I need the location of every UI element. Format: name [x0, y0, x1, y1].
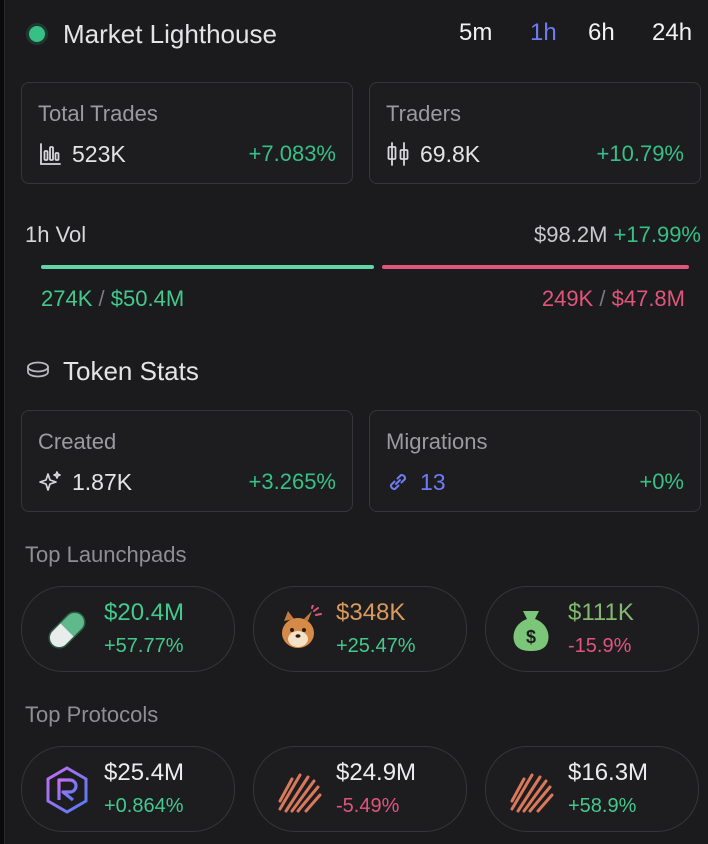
total-trades-label: Total Trades	[38, 101, 158, 126]
created-label: Created	[38, 429, 117, 454]
traders-change: +10.79%	[596, 141, 684, 166]
created-value: 1.87K	[72, 469, 133, 495]
sell-value: $47.8M	[611, 286, 685, 311]
timeframe-1h[interactable]: 1h	[530, 19, 557, 46]
launchpad-2-change: +25.47%	[336, 635, 416, 657]
sell-volume-stats: 249K / $47.8M	[542, 286, 685, 312]
launchpad-3-change: -15.9%	[568, 635, 632, 657]
timeframe-24h[interactable]: 24h	[652, 19, 693, 46]
total-trades-value: 523K	[72, 141, 126, 167]
panel-header: Market Lighthouse 5m 1h 6h 24h	[25, 16, 705, 52]
protocol-1-amount: $25.4M	[104, 759, 185, 786]
buy-separator: /	[98, 286, 105, 311]
link-icon	[389, 473, 407, 491]
candlestick-icon	[387, 142, 409, 166]
protocol-pill-2[interactable]: $24.9M -5.49%	[253, 746, 467, 832]
coin-stack-icon	[27, 361, 49, 378]
top-protocols-heading: Top Protocols	[25, 702, 159, 727]
launchpad-1-change: +57.77%	[104, 635, 184, 657]
total-trades-change: +7.083%	[248, 141, 336, 166]
created-card: Created 1.87K +3.265%	[21, 410, 353, 512]
buy-volume-bar	[41, 265, 374, 269]
sparkle-icon	[39, 471, 61, 491]
volume-label: 1h Vol	[25, 222, 87, 247]
created-change: +3.265%	[248, 469, 336, 494]
market-lighthouse-panel: Market Lighthouse 5m 1h 6h 24h Total Tra…	[4, 0, 708, 844]
panel-title: Market Lighthouse	[63, 19, 277, 49]
sell-separator: /	[599, 286, 606, 311]
buy-count: 274K	[41, 286, 93, 311]
launchpad-pill-2[interactable]: $348K +25.47%	[253, 586, 467, 672]
protocol-1-change: +0.864%	[104, 795, 184, 817]
protocol-3-change: +58.9%	[568, 795, 637, 817]
migrations-label: Migrations	[386, 429, 488, 454]
traders-label: Traders	[386, 101, 461, 126]
traders-card: Traders 69.8K +10.79%	[369, 82, 701, 184]
pill-icon	[48, 611, 86, 649]
timeframe-6h[interactable]: 6h	[588, 19, 615, 46]
volume-total-change: +17.99%	[613, 222, 701, 247]
meteora-stripes-icon	[278, 773, 322, 813]
protocol-3-amount: $16.3M	[568, 759, 649, 786]
raydium-hex-icon	[46, 766, 88, 814]
shiba-dog-icon	[282, 605, 322, 648]
live-status-dot	[29, 26, 45, 42]
sell-count: 249K	[541, 286, 594, 311]
launchpad-3-amount: $111K	[568, 599, 634, 626]
migrations-value: 13	[420, 469, 446, 495]
protocol-2-amount: $24.9M	[336, 759, 417, 786]
protocol-2-change: -5.49%	[336, 795, 400, 817]
protocol-pill-3[interactable]: $16.3M +58.9%	[485, 746, 699, 832]
traders-value: 69.8K	[420, 141, 481, 167]
protocol-pill-1[interactable]: $25.4M +0.864%	[21, 746, 235, 832]
token-stats-title: Token Stats	[63, 356, 199, 386]
svg-text:$: $	[526, 627, 536, 647]
buy-value: $50.4M	[110, 286, 185, 311]
chart-bars-icon	[40, 143, 61, 165]
buy-volume-stats: 274K / $50.4M	[41, 286, 184, 312]
meteora-stripes-icon	[510, 773, 554, 813]
launchpad-pill-1[interactable]: $20.4M +57.77%	[21, 586, 235, 672]
money-bag-icon: $	[513, 611, 549, 651]
launchpad-1-amount: $20.4M	[104, 599, 185, 626]
sell-volume-bar	[382, 265, 689, 269]
timeframe-5m[interactable]: 5m	[459, 19, 493, 46]
volume-total-value: $98.2M	[534, 222, 608, 247]
migrations-change: +0%	[639, 469, 684, 494]
total-trades-card: Total Trades 523K +7.083%	[21, 82, 353, 184]
launchpad-pill-3[interactable]: $ $111K -15.9%	[485, 586, 699, 672]
top-launchpads-heading: Top Launchpads	[25, 542, 187, 567]
migrations-card: Migrations 13 +0%	[369, 410, 701, 512]
volume-total: $98.2M +17.99%	[534, 222, 701, 248]
launchpad-2-amount: $348K	[336, 599, 406, 626]
